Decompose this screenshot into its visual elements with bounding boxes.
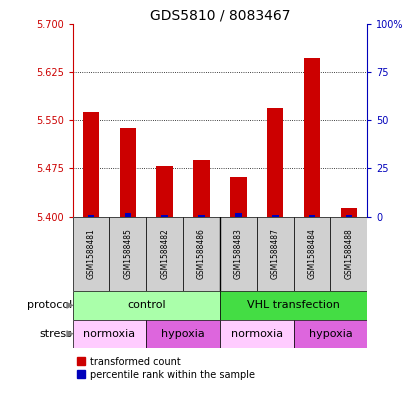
Bar — [120, 128, 136, 217]
Bar — [198, 215, 205, 217]
Bar — [146, 320, 220, 348]
Bar — [110, 217, 146, 291]
Text: GSM1588482: GSM1588482 — [160, 228, 169, 279]
Text: control: control — [127, 300, 166, 310]
Bar — [341, 208, 357, 217]
Legend: transformed count, percentile rank within the sample: transformed count, percentile rank withi… — [78, 356, 255, 380]
Bar — [220, 320, 294, 348]
Bar — [193, 160, 210, 217]
Bar — [304, 58, 320, 217]
Bar — [73, 217, 110, 291]
Bar — [294, 320, 367, 348]
Bar — [146, 217, 183, 291]
Bar — [73, 291, 220, 320]
Bar — [83, 112, 99, 217]
Text: normoxia: normoxia — [231, 329, 283, 339]
Text: GSM1588487: GSM1588487 — [271, 228, 280, 279]
Text: hypoxia: hypoxia — [309, 329, 352, 339]
Bar — [272, 215, 278, 217]
Bar — [220, 291, 367, 320]
Bar — [183, 217, 220, 291]
Text: protocol: protocol — [27, 300, 73, 310]
Bar — [73, 320, 146, 348]
Text: GSM1588486: GSM1588486 — [197, 228, 206, 279]
Bar — [267, 108, 283, 217]
Bar — [330, 217, 367, 291]
Bar — [88, 215, 94, 217]
Text: normoxia: normoxia — [83, 329, 136, 339]
Title: GDS5810 / 8083467: GDS5810 / 8083467 — [150, 8, 290, 22]
Bar — [346, 215, 352, 217]
Text: VHL transfection: VHL transfection — [247, 300, 340, 310]
Bar — [257, 217, 294, 291]
Text: hypoxia: hypoxia — [161, 329, 205, 339]
Bar — [161, 215, 168, 217]
Bar — [309, 215, 315, 217]
Bar — [220, 217, 257, 291]
Text: GSM1588481: GSM1588481 — [87, 228, 95, 279]
Bar — [230, 177, 247, 217]
Text: GSM1588483: GSM1588483 — [234, 228, 243, 279]
Bar — [235, 213, 242, 217]
Text: GSM1588485: GSM1588485 — [123, 228, 132, 279]
Text: GSM1588488: GSM1588488 — [344, 228, 353, 279]
Bar — [294, 217, 330, 291]
Bar — [156, 166, 173, 217]
Text: stress: stress — [40, 329, 73, 339]
Bar — [124, 213, 131, 217]
Text: GSM1588484: GSM1588484 — [308, 228, 317, 279]
